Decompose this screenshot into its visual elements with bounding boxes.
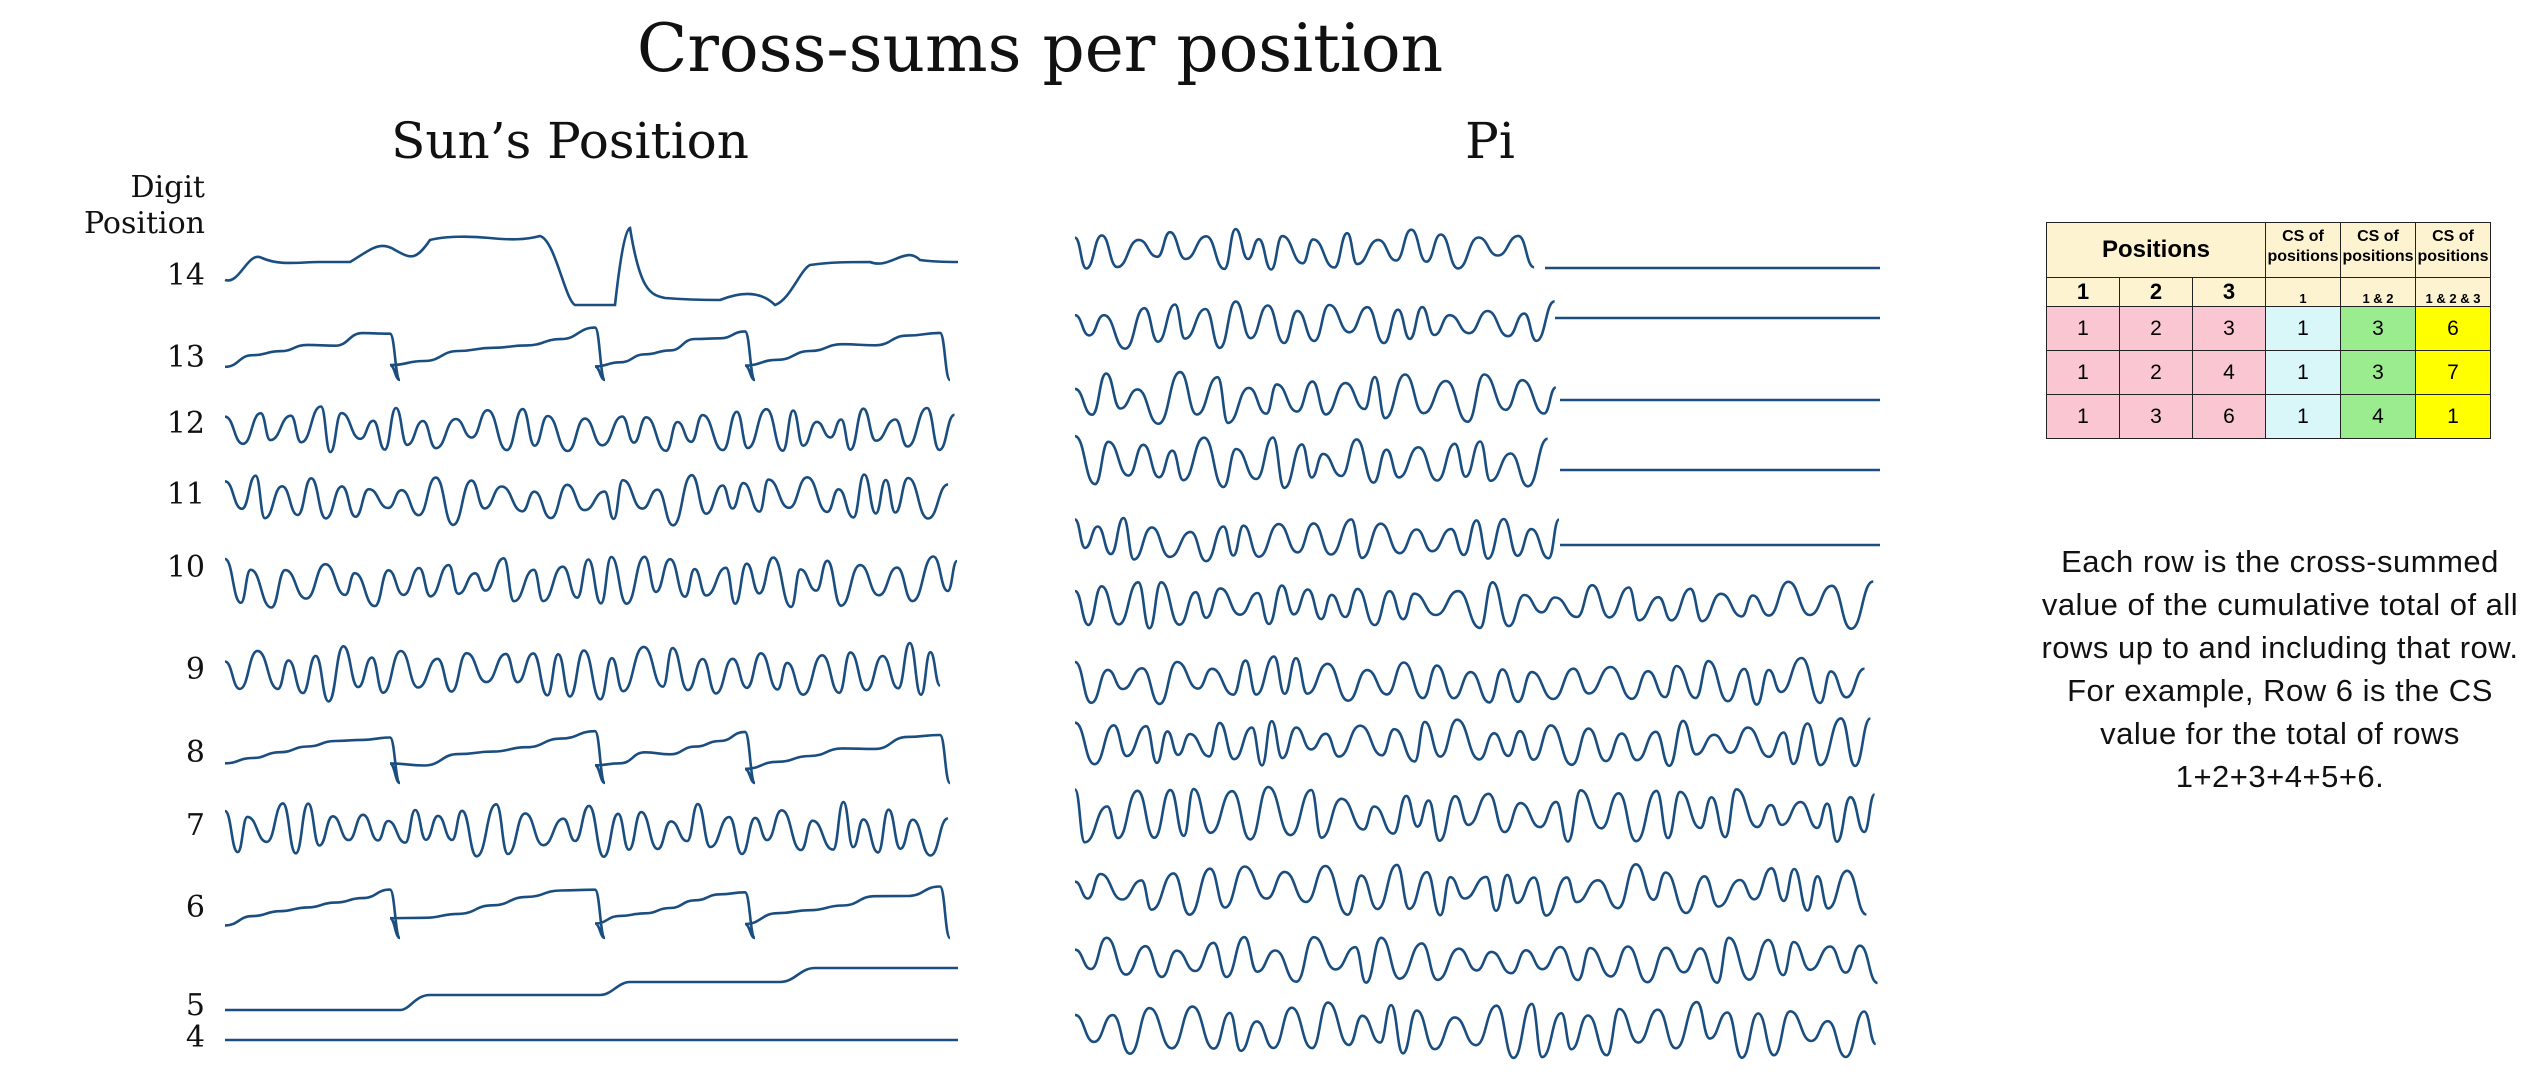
pi-series-10-line	[1074, 862, 1868, 917]
pi-series-11-line	[1074, 935, 1879, 985]
positions-header: Positions	[2046, 222, 2266, 278]
pi-series-8-line	[1074, 717, 1872, 768]
table-cell: 6	[2415, 306, 2491, 351]
pi-series-12-line	[1074, 1000, 1877, 1060]
y-axis-label: Digit Position	[83, 170, 205, 241]
pi-series-3-line	[1074, 370, 1557, 426]
pi-series-6-line	[1074, 580, 1874, 631]
table-cell: 2	[2119, 350, 2193, 395]
cs-sub-2: 1 & 2	[2340, 277, 2416, 307]
table-cell: 3	[2119, 394, 2193, 439]
sun-series-8-line	[224, 729, 952, 785]
table-header-row: Positions CS of positions CS of position…	[2046, 222, 2491, 278]
sun-series-5-line	[225, 966, 958, 1012]
row-label-14: 14	[166, 258, 205, 293]
pi-series-9-line	[1073, 785, 1876, 844]
positions-table: Positions CS of positions CS of position…	[2046, 222, 2491, 439]
row-label-6: 6	[185, 890, 205, 925]
sun-series-12-line	[224, 405, 956, 454]
table-cell: 4	[2192, 350, 2266, 395]
table-row: 1 3 6 1 4 1	[2046, 394, 2491, 439]
table-cell: 6	[2192, 394, 2266, 439]
explanation-note: Each row is the cross-summed value of th…	[2041, 544, 2519, 794]
table-cell: 1	[2415, 394, 2491, 439]
sun-series-13-line	[224, 326, 952, 382]
table-row: 1 2 3 1 3 6	[2046, 306, 2491, 351]
sun-series-9-line	[224, 641, 942, 703]
pi-series-2-line	[1074, 300, 1556, 351]
cs-sub-3: 1 & 2 & 3	[2415, 277, 2491, 307]
table-cell: 1	[2046, 306, 2120, 351]
sun-series-11-line	[224, 473, 949, 527]
cs-header-1: CS of positions	[2265, 222, 2341, 278]
sun-panel-title: Sun’s Position	[391, 112, 749, 170]
sun-series-6-line	[224, 885, 952, 940]
sun-series-7-line	[223, 800, 949, 859]
table-subheader-row: 1 2 3 1 1 & 2 1 & 2 & 3	[2046, 277, 2491, 307]
table-cell: 4	[2340, 394, 2416, 439]
table-row: 1 2 4 1 3 7	[2046, 350, 2491, 395]
pi-series-1-line	[1074, 227, 1535, 271]
row-label-12: 12	[166, 406, 205, 441]
row-label-13: 13	[166, 340, 205, 375]
table-cell: 1	[2046, 350, 2120, 395]
table-cell: 3	[2340, 350, 2416, 395]
table-cell: 1	[2046, 394, 2120, 439]
table-cell: 1	[2265, 306, 2341, 351]
row-label-8: 8	[185, 735, 205, 770]
pi-series-4-line	[1074, 434, 1549, 490]
table-cell: 7	[2415, 350, 2491, 395]
row-label-9: 9	[185, 652, 205, 687]
pi-panel-title: Pi	[1465, 112, 1515, 170]
row-label-4: 4	[185, 1020, 205, 1055]
pi-series-5-line	[1074, 516, 1561, 563]
cs-header-3: CS of positions	[2415, 222, 2491, 278]
cs-sub-1: 1	[2265, 277, 2341, 307]
table-cell: 3	[2192, 306, 2266, 351]
col-header-2: 2	[2119, 277, 2193, 307]
sun-series-10-line	[224, 555, 959, 609]
table-cell: 2	[2119, 306, 2193, 351]
row-label-11: 11	[166, 477, 205, 512]
col-header-3: 3	[2192, 277, 2266, 307]
col-header-1: 1	[2046, 277, 2120, 307]
row-label-7: 7	[185, 808, 205, 843]
cs-header-2: CS of positions	[2340, 222, 2416, 278]
row-label-10: 10	[166, 550, 205, 585]
table-cell: 3	[2340, 306, 2416, 351]
pi-series-7-line	[1074, 655, 1865, 706]
row-label-5: 5	[185, 988, 205, 1023]
table-cell: 1	[2265, 350, 2341, 395]
sun-series-14-line	[224, 226, 959, 307]
table-cell: 1	[2265, 394, 2341, 439]
chart-title: Cross-sums per position	[636, 10, 1444, 87]
